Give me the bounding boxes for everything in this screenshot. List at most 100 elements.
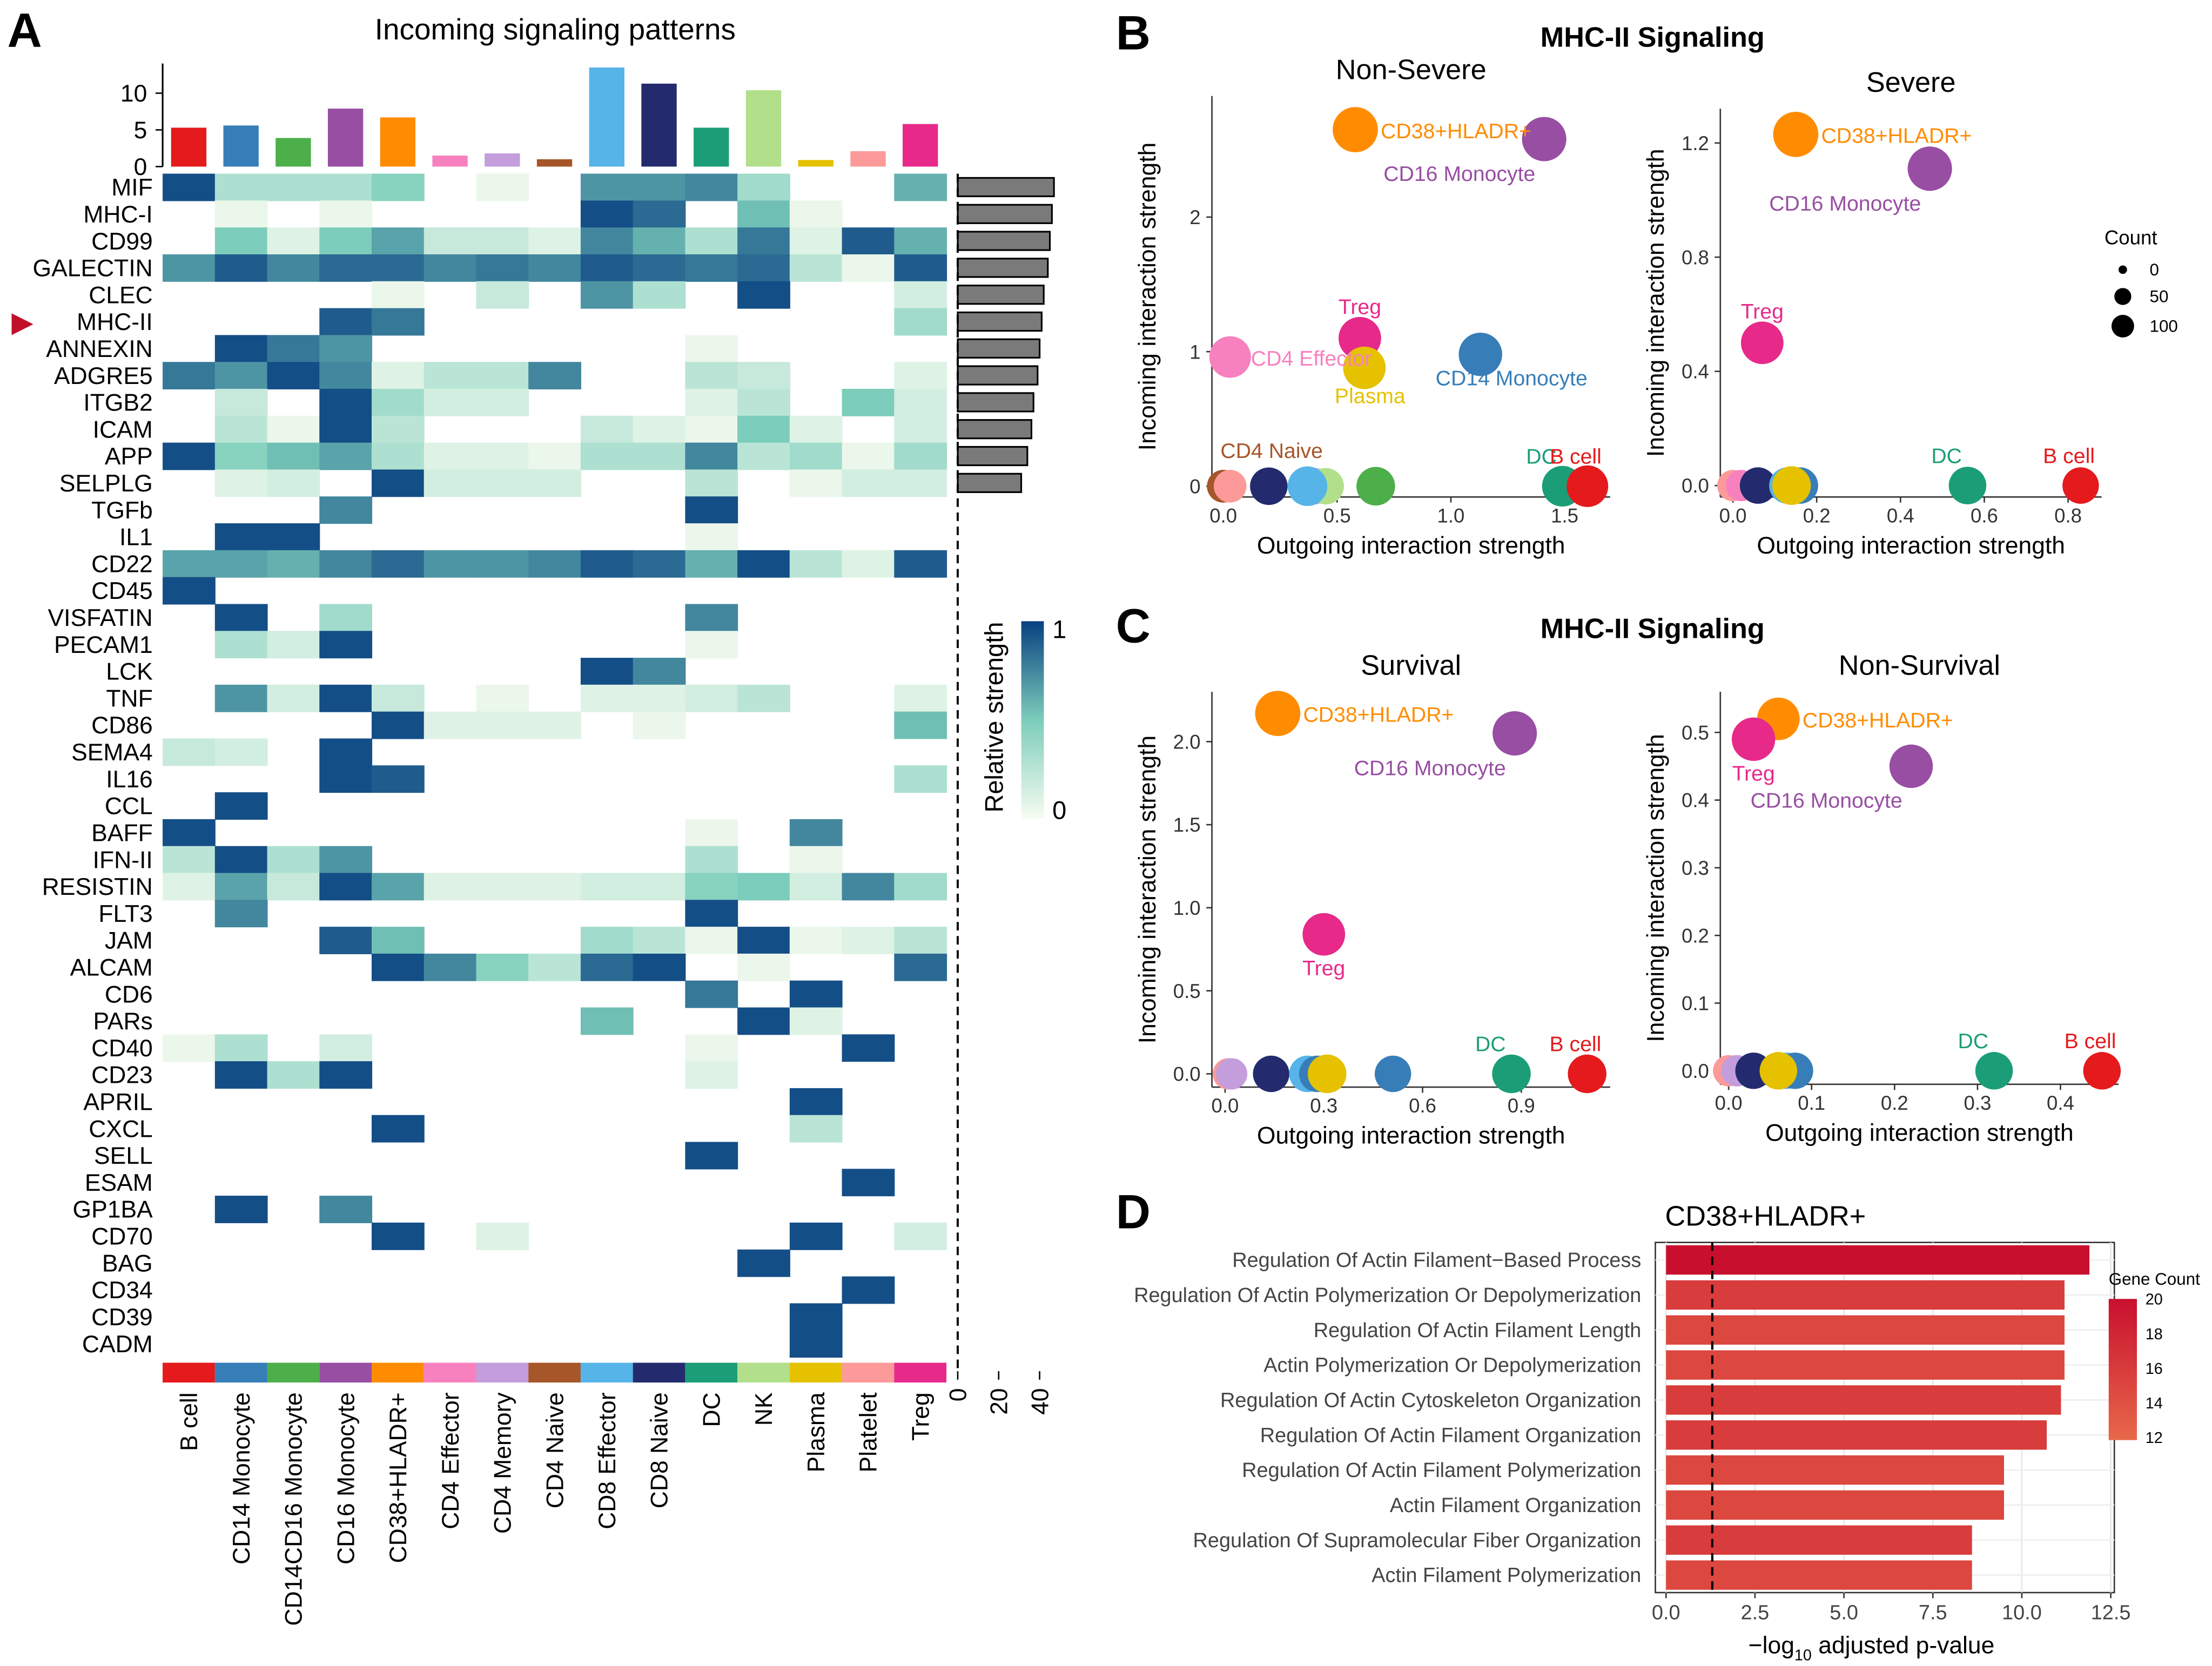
heatmap-cell [685,173,738,201]
heatmap-cell [214,523,268,551]
heatmap-cell [476,227,529,255]
heatmap-cell [319,604,373,632]
row-total-bar [957,285,1045,305]
heatmap-cell [528,873,581,901]
scatter-point [1213,470,1247,503]
heatmap-cell [214,1034,268,1062]
heatmap-cell [476,442,529,470]
y-tick-label: 2.0 [1173,731,1201,753]
heatmap-cell [372,953,425,981]
heatmap-cell [685,1061,738,1089]
x-tick-label: 0.8 [2054,504,2082,527]
heatmap-cell [423,711,477,739]
y-tick-label: 0.4 [1682,790,1709,812]
heatmap-cell [842,227,895,255]
heatmap-cell [685,415,738,443]
highlight-arrow-icon: ▶ [11,307,33,338]
scatter-point [1948,467,1987,504]
top-total-bar [589,67,624,167]
enrichment-bar [1666,1490,2004,1520]
column-color-strip [319,1363,372,1383]
heatmap-cell [842,469,895,497]
heatmap-cell [319,684,373,712]
scatter-point-label: CD16 Monocyte [1751,790,1902,813]
heatmap-cell [372,1115,425,1143]
bar-x-tick-label: 2.5 [1741,1602,1770,1624]
heatmap-cell [476,953,529,981]
heatmap-cell [737,415,790,443]
row-total-bar [957,311,1043,332]
top-total-bar [485,153,520,167]
heatmap-cell [214,900,268,928]
scatter-point-label: DC [1526,446,1557,469]
heatmap-cell [633,927,686,954]
heatmap-column-label: B cell [176,1392,203,1451]
scatter-point [1568,1054,1606,1094]
bar-legend-tick: 12 [2146,1429,2163,1447]
heatmap-row-label: MHC-II [77,309,153,335]
heatmap-row-label: CD99 [91,228,153,255]
heatmap-cell [580,200,634,228]
heatmap-cell [319,550,373,578]
heatmap-cell [267,173,320,201]
enrichment-bar [1666,1350,2065,1380]
scatter-point [1458,332,1502,376]
size-legend-label: 100 [2150,316,2178,335]
panel-c: C MHC-II Signaling Survival 0.0 0.3 0.6 0.9 0.0… [1116,599,2121,1149]
heatmap-cell [214,738,268,766]
heatmap-cell [894,711,947,739]
size-legend-label: 50 [2150,287,2169,306]
bar-legend-tick: 16 [2146,1360,2163,1378]
top-total-bar [327,109,364,167]
top-total-bar [745,90,782,167]
heatmap-row-label: MHC-I [83,201,152,228]
bar-category-label: Regulation Of Actin Polymerization Or De… [1134,1284,1641,1307]
heatmap-row-label: LCK [106,659,153,685]
bar-category-label: Actin Polymerization Or Depolymerization [1263,1354,1641,1377]
heatmap-row-label: CD86 [91,712,153,739]
heatmap-column-label: CD38+HLADR+ [385,1392,412,1563]
heatmap-column-label: DC [698,1392,725,1427]
heatmap-cell [789,819,843,847]
heatmap-cell [214,1196,268,1223]
scatter-point [1209,336,1251,378]
heatmap-row-label: IL1 [119,524,153,551]
heatmap-cell [423,953,477,981]
scatter-point-label: CD4 Effector [1251,347,1372,370]
heatmap-cell [163,819,216,847]
heatmap-cell [319,496,373,524]
bar-category-label: Actin Filament Organization [1390,1494,1641,1517]
heatmap-cell [580,254,634,282]
heatmap-row-label: ICAM [93,416,153,443]
heatmap-cell [580,281,634,309]
x-tick-label: 1.5 [1551,504,1578,527]
scatter-panel-title: Non-Survival [1839,650,2000,682]
heatmap-cell [633,550,686,578]
heatmap-cell [214,200,268,228]
heatmap-cell [580,873,634,901]
heatmap-cell [319,846,373,874]
scatter-point-label: CD4 Naive [1220,440,1323,463]
heatmap-cell [267,631,320,659]
panel-label-b: B [1116,6,1151,60]
heatmap-cell [685,227,738,255]
heatmap-cell [580,658,634,685]
heatmap-row-label: APP [105,443,153,470]
heatmap-cell [685,254,738,282]
heatmap-cell [633,711,686,739]
scatter-point-label: CD16 Monocyte [1354,757,1506,780]
heatmap-cell [842,1034,895,1062]
x-axis-label: Outgoing interaction strength [1765,1119,2074,1146]
heatmap-cell [737,1249,790,1277]
heatmap-row-label: CCL [105,793,153,820]
top-total-bar [223,125,259,167]
column-color-strip [894,1363,947,1383]
scatter-point [1759,1052,1798,1090]
heatmap-cell [789,1088,843,1116]
x-tick-label: 0.2 [1881,1092,1908,1114]
heatmap-column-label: CD4 Naive [542,1392,568,1508]
heatmap-cell [372,308,425,336]
top-total-bar [380,117,416,167]
heatmap-cell [894,873,947,901]
scatter-point [1492,711,1537,756]
